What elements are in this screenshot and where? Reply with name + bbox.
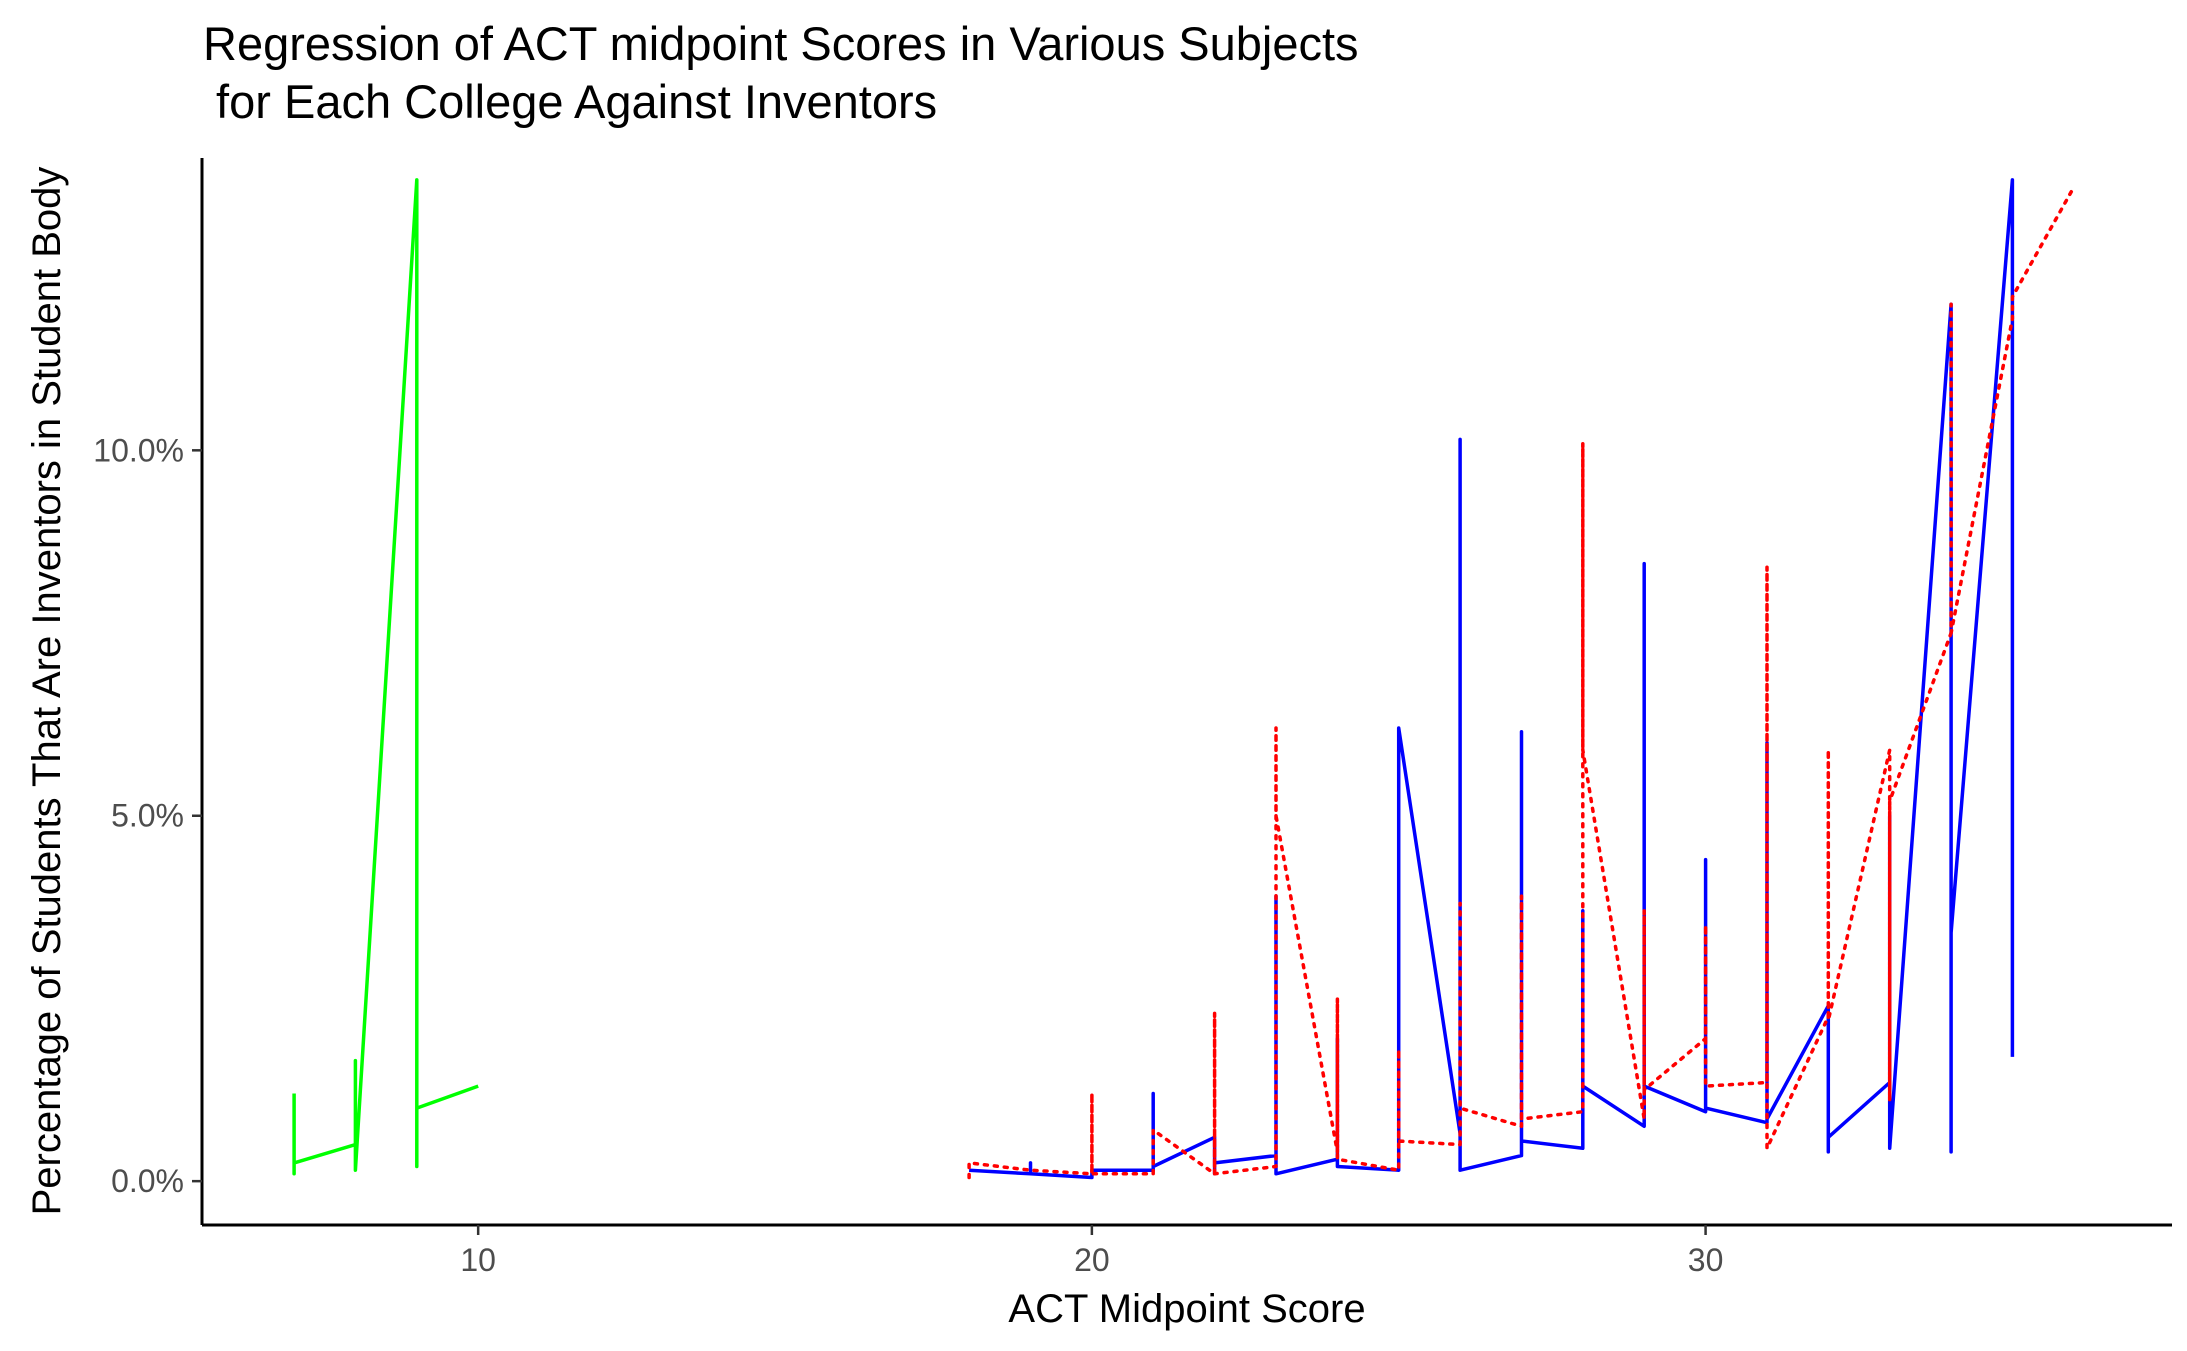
series-line-3 — [967, 185, 2076, 1180]
x-axis-ticks: 10 20 30 — [460, 1225, 1723, 1278]
x-tick-label: 20 — [1074, 1242, 1110, 1278]
y-axis-ticks: 0.0% 5.0% 10.0% — [93, 432, 202, 1199]
series-line-1 — [292, 178, 479, 1176]
x-tick-label: 10 — [460, 1242, 496, 1278]
x-tick-label: 30 — [1688, 1242, 1724, 1278]
y-tick-label: 10.0% — [93, 432, 184, 468]
series-line-2 — [968, 178, 2015, 1180]
y-tick-label: 0.0% — [111, 1163, 184, 1199]
chart-title-line-2: for Each College Against Inventors — [203, 75, 937, 128]
series-layer — [292, 178, 2076, 1180]
chart-title-line-1: Regression of ACT midpoint Scores in Var… — [203, 17, 1359, 70]
y-axis-label: Percentage of Students That Are Inventor… — [25, 167, 69, 1216]
x-axis-label: ACT Midpoint Score — [1008, 1287, 1365, 1331]
plot-panel: 10 20 30 0.0% 5.0% 10.0% — [93, 158, 2172, 1278]
y-tick-label: 5.0% — [111, 798, 184, 834]
